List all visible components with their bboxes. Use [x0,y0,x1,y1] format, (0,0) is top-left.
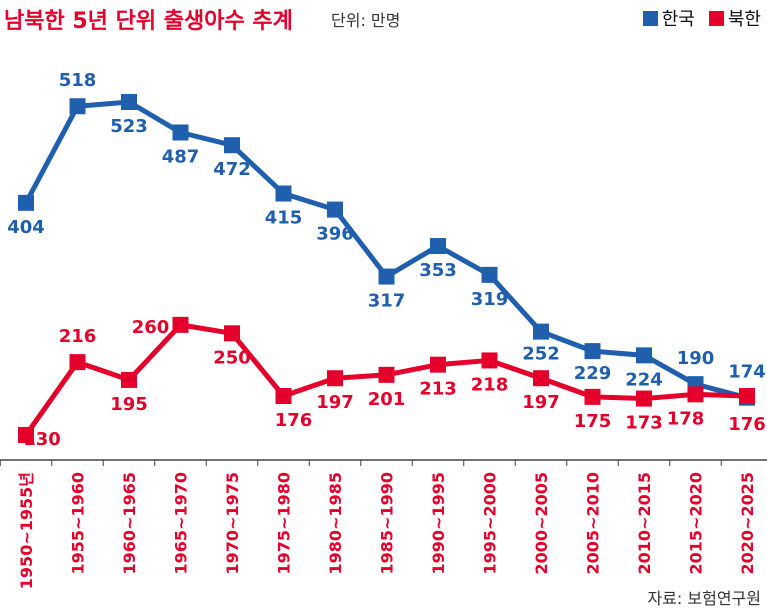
south-data-point [584,343,601,360]
x-tick-label: 1965~1970 [172,472,191,574]
x-tick-label: 1950~1955년 [17,472,36,589]
legend-item-south: 한국 [642,5,695,31]
south-data-point [18,194,34,211]
legend: 한국 북한 [642,5,761,31]
x-tick-label: 1970~1975 [223,472,242,574]
south-data-label: 353 [419,260,457,281]
legend-label-north: 북한 [727,9,761,30]
x-tick-label: 1980~1985 [326,472,345,574]
south-data-label: 229 [574,363,612,384]
south-data-label: 319 [471,289,509,310]
legend-label-south: 한국 [661,9,695,30]
unit-label: 단위: 만명 [331,11,401,30]
x-tick-label: 1955~1960 [69,472,88,574]
north-data-label: 197 [316,392,354,413]
north-data-label: 175 [574,411,612,432]
north-data-point [430,356,446,373]
source-note: 자료: 보험연구원 [647,589,761,608]
south-data-label: 252 [522,344,560,365]
north-data-label: 176 [728,414,766,435]
x-tick-label: 2015~2020 [687,472,706,574]
north-data-label: 130 [23,429,61,450]
south-data-point [275,185,292,202]
north-data-point [687,386,704,403]
south-data-point [172,124,189,141]
x-tick-label: 1990~1995 [429,472,448,574]
south-data-point [481,266,498,283]
south-data-label: 472 [213,159,251,180]
north-data-label: 178 [667,408,705,429]
south-data-label: 396 [316,224,354,245]
south-data-point [69,98,86,115]
north-data-point [481,352,498,369]
north-data-point [378,366,395,383]
north-data-label: 213 [419,379,457,400]
x-tick-label: 1960~1965 [120,472,139,574]
south-data-label: 518 [59,70,97,91]
south-data-label: 523 [110,116,148,137]
x-tick-label: 1985~1990 [378,472,397,574]
south-data-point [378,268,395,285]
north-data-label: 173 [625,413,663,434]
north-data-label: 260 [132,317,170,338]
legend-swatch-north [708,10,724,26]
north-data-point [172,316,189,333]
south-data-point [224,137,240,154]
north-data-label: 176 [275,410,313,431]
south-data-label: 174 [728,362,766,383]
north-data-label: 195 [110,394,148,415]
legend-swatch-south [642,10,658,26]
south-data-label: 404 [7,217,45,238]
south-data-point [533,323,549,340]
south-data-label: 190 [677,348,715,369]
south-data-point [327,201,343,218]
south-data-point [121,94,137,110]
south-data-point [430,238,446,255]
north-data-point [584,388,601,405]
north-data-point [18,427,34,443]
north-data-point [224,325,240,342]
north-data-point [121,371,137,388]
x-tick-label: 1975~1980 [275,472,294,574]
x-tick-label: 1995~2000 [481,472,500,574]
x-tick-label: 2000~2005 [532,472,551,574]
north-data-point [327,370,343,387]
north-data-point [636,390,652,407]
south-data-label: 224 [625,369,663,390]
north-data-point [739,388,755,405]
north-data-point [533,370,549,387]
north-data-point [69,354,86,371]
legend-item-north: 북한 [708,5,761,31]
x-tick-label: 2020~2025 [738,472,757,574]
north-data-point [275,388,292,405]
south-data-label: 317 [368,291,406,312]
south-data-label: 415 [265,208,303,229]
north-data-label: 197 [522,392,560,413]
north-data-label: 250 [213,347,251,368]
x-tick-label: 2005~2010 [584,472,603,574]
south-data-point [636,347,652,364]
south-data-label: 487 [162,147,200,168]
x-tick-label: 2010~2015 [635,472,654,574]
north-data-label: 218 [471,374,509,395]
chart-title: 남북한 5년 단위 출생아수 추계 [4,9,293,34]
north-data-label: 201 [368,389,406,410]
north-data-label: 216 [59,326,97,347]
